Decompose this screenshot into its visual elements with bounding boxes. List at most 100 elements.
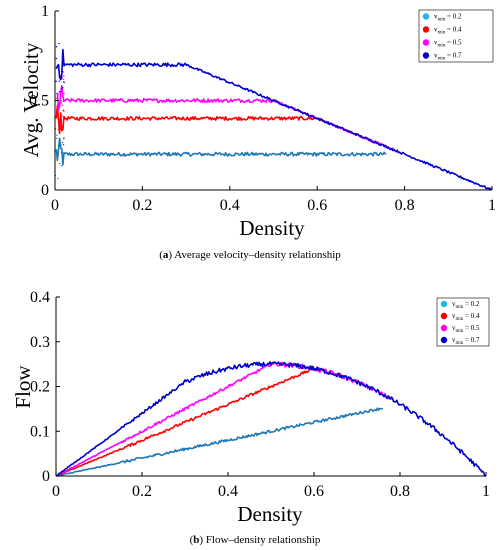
y-tick-label: 0.2 [30,379,50,396]
scatter-dot [55,46,58,48]
legend-entry: vmin = 0.7 [452,336,480,346]
legend-marker [440,336,448,344]
series-2 [55,361,393,477]
series-line [55,137,387,166]
legend-entry: vmin = 0.2 [434,13,462,23]
scatter-dot [63,137,65,140]
scatter-dot [58,90,61,93]
scatter-dot [55,137,58,140]
caption-text-b: Flow–density relationship [206,534,321,546]
series-line [55,407,384,477]
scatter-dot [62,143,65,146]
legend-entry: vmin = 0.5 [452,324,480,334]
plot-area-b [55,361,486,477]
y-axis-label-a: Avg. Velocity [19,42,43,157]
x-tick-label: 0.2 [132,197,152,214]
x-tick-label: 0.6 [307,197,327,214]
series-1 [54,91,326,146]
y-tick-label: 0.5 [29,93,49,110]
series-3 [55,43,492,191]
x-tick-label: 0 [52,483,60,500]
y-axis-label-b: Flow [11,365,35,409]
x-axis-label-a: Density [239,216,305,240]
y-tick-label: 0 [41,182,49,199]
scatter-dot [61,141,64,144]
scatter-dot [63,110,65,112]
scatter-dot [60,100,63,102]
x-axis-label-b: Density [237,502,303,526]
y-tick-label: 0 [42,468,50,485]
scatter-dot [61,115,63,117]
panel-b: 0 0.2 0.4 0.6 0.8 1 0 0.1 0.2 0.3 0.4 Density Flow… [11,289,490,546]
legend-marker [440,312,448,320]
scatter-dot [62,109,64,111]
x-tick-label: 0.8 [395,197,415,214]
scatter-dot [57,177,59,180]
scatter-dot [55,97,57,100]
scatter-dot [60,102,62,104]
scatter-dot [61,87,64,89]
y-tick-label: 0.4 [30,289,50,306]
legend-box [418,9,494,63]
legend-b: vmin = 0.2 vmin = 0.4 vmin = 0.5 vmin = 0.7 [436,297,490,347]
series-line [55,366,324,477]
scatter-dot [61,76,64,78]
x-tick-label: 0.8 [390,483,410,500]
caption-b: (b) Flow–density relationship [190,534,321,546]
scatter-dot [55,80,57,83]
axes-a: 0 0.2 0.4 0.6 0.8 1 0 0.5 1 [29,3,496,214]
scatter-dot [63,81,65,84]
scatter-dot [63,75,65,77]
legend-entry: vmin = 0.2 [452,300,480,310]
scatter-dot [62,78,65,81]
legend-a: vmin = 0.2 vmin = 0.4 vmin = 0.5 vmin = 0.7 [418,9,494,63]
legend-entry: vmin = 0.4 [452,312,480,322]
caption-a: (a) Average velocity–density relationshi… [159,249,341,261]
x-tick-label: 0.4 [220,197,240,214]
x-tick-label: 0.4 [218,483,238,500]
legend-marker [422,26,430,33]
x-tick-label: 0 [51,197,59,214]
legend-marker [422,52,430,59]
series-line [55,361,393,477]
scatter-dot [60,122,62,125]
legend-marker [422,39,430,46]
series-1 [55,366,324,477]
scatter-dot [60,124,62,126]
caption-letter-a: a [163,249,169,261]
y-tick-label: 0.3 [30,334,50,351]
legend-entry: vmin = 0.5 [434,39,462,49]
series-line [55,361,486,477]
series-0 [55,407,384,477]
x-tick-label: 0.6 [304,483,324,500]
scatter-dot [59,162,61,165]
scatter-dot [63,92,65,95]
scatter-dot [61,104,64,107]
scatter-dot [61,164,63,167]
y-tick-label: 0.1 [30,423,50,440]
plot-area-a [54,43,492,191]
x-tick-label: 1 [488,197,496,214]
scatter-dot [56,134,58,136]
caption-text-a: Average velocity–density relationship [174,249,341,261]
legend-marker [440,324,448,332]
series-line [55,104,326,135]
x-tick-label: 1 [482,483,490,500]
series-0 [54,127,387,180]
scatter-dot [58,93,60,95]
scatter-dot [58,80,60,82]
legend-entry: vmin = 0.4 [434,26,462,36]
legend-marker [422,13,430,20]
panel-a: 0 0.2 0.4 0.6 0.8 1 0 0.5 1 Density Avg. Velocit… [19,3,496,261]
axes-b: 0 0.2 0.4 0.6 0.8 1 0 0.1 0.2 0.3 0.4 [30,289,490,500]
scatter-dot [55,57,58,60]
series-2 [55,74,396,152]
scatter-dot [58,43,60,45]
caption-letter-b: b [193,534,199,546]
legend-marker [440,300,448,308]
x-tick-label: 0.2 [132,483,152,500]
y-tick-label: 1 [41,3,49,20]
series-3 [55,361,486,477]
